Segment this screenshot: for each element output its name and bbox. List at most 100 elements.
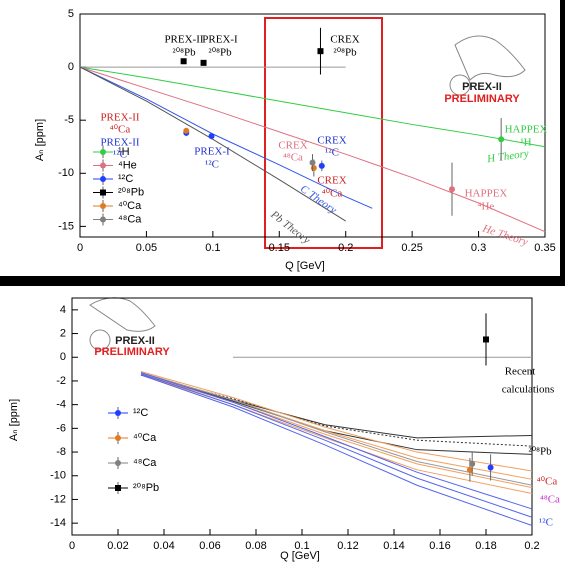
- curve-label: ⁴⁸Ca: [540, 494, 560, 506]
- data-point: [201, 60, 207, 66]
- logo-text: PRELIMINARY: [94, 346, 170, 358]
- annotation: PREX-II: [100, 112, 139, 124]
- legend-marker: [115, 485, 121, 491]
- legend-marker: [115, 435, 121, 441]
- data-point: [317, 48, 323, 54]
- curve-label: ²⁰⁸Pb: [528, 446, 552, 458]
- y-tick-label: -10: [58, 167, 74, 179]
- data-point: [311, 165, 317, 171]
- data-point: [319, 163, 325, 169]
- data-point: [183, 128, 189, 134]
- data-point: [469, 461, 475, 467]
- annotation: calculations: [502, 384, 555, 396]
- top-panel: [0, 0, 560, 276]
- x-tick-label: 0.16: [429, 540, 450, 552]
- x-tick-label: 0.05: [136, 242, 157, 254]
- data-point: [209, 133, 215, 139]
- x-tick-label: 0.3: [471, 242, 486, 254]
- legend-label: ⁴⁰Ca: [133, 432, 157, 444]
- screenshot: 0 0.05 0.1 0.15 0.2 0.25 0.3 0.35 5 0 -5 -10 -15 Q [G…: [0, 0, 565, 564]
- data-point: [449, 186, 455, 192]
- x-tick-label: 0.14: [383, 540, 404, 552]
- annotation: ¹²C: [113, 149, 127, 161]
- bottom-panel: [0, 286, 565, 564]
- y-tick-label: -4: [56, 399, 66, 411]
- legend-marker: [100, 217, 106, 223]
- x-tick-label: 0.25: [401, 242, 422, 254]
- y-tick-label: 0: [60, 351, 66, 363]
- data-point: [488, 464, 494, 470]
- legend-marker: [100, 203, 106, 209]
- y-tick-label: 4: [60, 304, 66, 316]
- annotation: ⁴He: [478, 201, 495, 213]
- x-tick-label: 0.2: [338, 242, 353, 254]
- legend-marker: [100, 163, 106, 169]
- data-point: [483, 336, 489, 342]
- annotation: ¹²C: [205, 159, 219, 171]
- y-tick-label: 5: [68, 8, 74, 20]
- annotation: PREX-I: [202, 34, 238, 46]
- logo-text: PRELIMINARY: [444, 93, 520, 105]
- x-tick-label: 0.35: [534, 242, 555, 254]
- annotation: ¹²C: [325, 147, 339, 159]
- data-point: [498, 136, 504, 142]
- x-tick-label: 0.1: [205, 242, 220, 254]
- data-point: [181, 58, 187, 64]
- x-tick-label: 0.04: [153, 540, 174, 552]
- x-axis-title: Q [GeV]: [285, 260, 325, 272]
- legend-marker: [100, 149, 106, 155]
- annotation: Recent: [505, 366, 536, 378]
- annotation: PREX-II: [100, 137, 139, 149]
- x-tick-label: 0.18: [475, 540, 496, 552]
- x-tick-label: 0.08: [245, 540, 266, 552]
- annotation: ²⁰⁸Pb: [172, 47, 196, 59]
- y-tick-label: -10: [50, 470, 66, 482]
- x-tick-label: 0: [69, 540, 75, 552]
- legend-marker: [100, 176, 106, 182]
- x-tick-label: 0.12: [337, 540, 358, 552]
- annotation: ⁴⁰Ca: [110, 124, 131, 136]
- legend-marker: [100, 190, 106, 196]
- legend-label: ²⁰⁸Pb: [118, 186, 144, 198]
- y-tick-label: -15: [58, 220, 74, 232]
- legend-marker: [115, 410, 121, 416]
- annotation: HAPPEX: [465, 188, 508, 200]
- y-tick-label: 2: [60, 327, 66, 339]
- y-tick-label: -6: [56, 422, 66, 434]
- data-point: [310, 160, 316, 166]
- y-tick-label: -5: [64, 114, 74, 126]
- x-tick-label: 0.2: [524, 540, 539, 552]
- annotation: ²⁰⁸Pb: [333, 47, 357, 59]
- annotation: ¹H: [520, 137, 531, 149]
- annotation: ⁴⁰Ca: [322, 188, 343, 200]
- x-tick-label: 0.06: [199, 540, 220, 552]
- annotation: PREX-I: [194, 146, 230, 158]
- legend-label: ²⁰⁸Pb: [133, 482, 159, 494]
- annotation: CREX: [317, 135, 346, 147]
- legend-marker: [115, 460, 121, 466]
- annotation: CREX: [278, 140, 307, 152]
- y-axis-title: Aₙ [ppm]: [34, 119, 46, 161]
- logo-text: PREX-II: [462, 81, 502, 93]
- annotation: HAPPEX: [505, 124, 548, 136]
- annotation: ⁴⁸Ca: [283, 152, 303, 164]
- legend-label: ¹²C: [118, 173, 133, 185]
- legend-label: ⁴⁸Ca: [118, 213, 142, 225]
- y-tick-label: -8: [56, 446, 66, 458]
- x-axis-title: Q [GeV]: [280, 550, 320, 562]
- legend-label: ¹²C: [133, 407, 148, 419]
- y-tick-label: -14: [50, 517, 66, 529]
- legend-label: ⁴He: [118, 159, 137, 171]
- annotation: CREX: [330, 34, 359, 46]
- curve-label: ⁴⁰Ca: [537, 476, 558, 488]
- x-tick-label: 0.02: [107, 540, 128, 552]
- x-tick-label: 0.15: [269, 242, 290, 254]
- legend-label: ⁴⁸Ca: [133, 457, 157, 469]
- y-axis-title: Aₙ [ppm]: [8, 399, 20, 441]
- annotation: ²⁰⁸Pb: [208, 47, 232, 59]
- y-tick-label: 0: [68, 61, 74, 73]
- y-tick-label: -2: [56, 375, 66, 387]
- y-tick-label: -12: [50, 493, 66, 505]
- legend-label: ⁴⁰Ca: [118, 200, 142, 212]
- curve-label: ¹²C: [539, 517, 553, 529]
